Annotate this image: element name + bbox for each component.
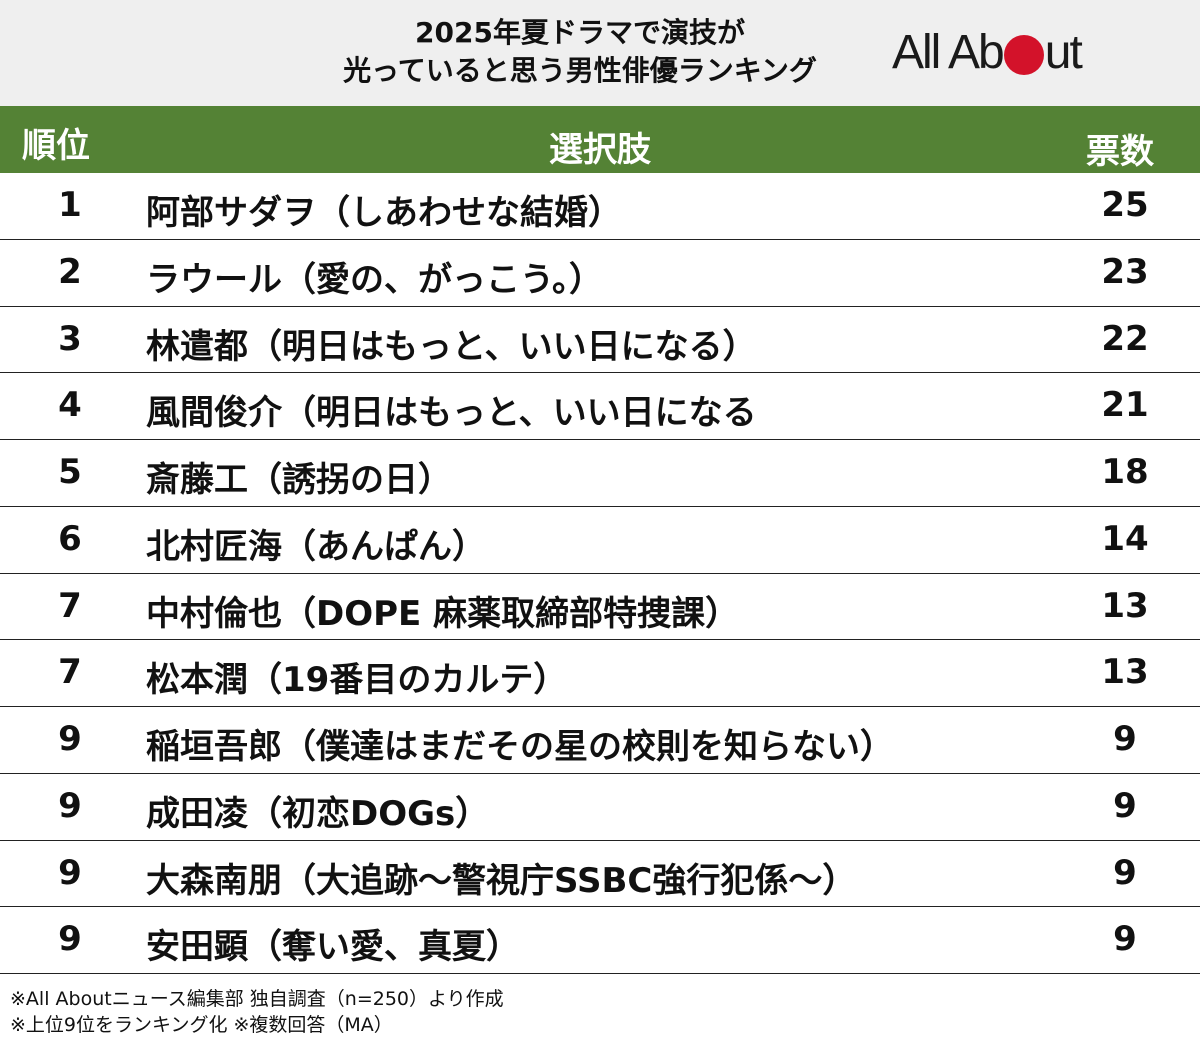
row-choice: 中村倫也（DOPE 麻薬取締部特捜課） bbox=[146, 593, 740, 634]
row-choice: 阿部サダヲ（しあわせな結婚） bbox=[146, 193, 622, 233]
header-votes: 票数 bbox=[1086, 132, 1154, 172]
row-votes: 13 bbox=[1101, 585, 1149, 626]
title-band bbox=[0, 0, 1200, 106]
row-votes: 13 bbox=[1101, 652, 1149, 693]
row-choice: 稲垣吾郎（僕達はまだその星の校則を知らない） bbox=[146, 727, 894, 767]
row-rank: 1 bbox=[58, 185, 82, 225]
row-rank: 9 bbox=[58, 852, 82, 893]
row-votes: 25 bbox=[1101, 185, 1149, 225]
row-votes: 9 bbox=[1113, 919, 1137, 960]
row-votes: 9 bbox=[1113, 785, 1137, 826]
footnotes: ※All Aboutニュース編集部 独自調査（n=250）より作成 ※上位9位を… bbox=[10, 986, 504, 1038]
table-row: 7 松本潤（19番目のカルテ） 13 bbox=[0, 640, 1200, 707]
table-row: 3 林遣都（明日はもっと、いい日になる） 22 bbox=[0, 307, 1200, 374]
title-line-2: 光っていると思う男性俳優ランキング bbox=[343, 54, 817, 87]
table-row: 9 大森南朋（大追跡～警視庁SSBC強行犯係～） 9 bbox=[0, 841, 1200, 908]
row-choice: 斎藤工（誘拐の日） bbox=[146, 460, 452, 500]
row-votes: 21 bbox=[1101, 385, 1149, 426]
table-header: 順位 選択肢 票数 bbox=[0, 106, 1200, 173]
row-rank: 7 bbox=[58, 585, 82, 626]
footnote-method: ※上位9位をランキング化 ※複数回答（MA） bbox=[10, 1014, 393, 1036]
table-row: 9 安田顕（奪い愛、真夏） 9 bbox=[0, 907, 1200, 974]
row-votes: 9 bbox=[1113, 852, 1137, 893]
page-title: 2025年夏ドラマで演技が 光っていると思う男性俳優ランキング bbox=[290, 14, 870, 90]
table-row: 9 稲垣吾郎（僕達はまだその星の校則を知らない） 9 bbox=[0, 707, 1200, 774]
all-about-logo: All Ab ut bbox=[892, 24, 1083, 80]
table-row: 1 阿部サダヲ（しあわせな結婚） 25 bbox=[0, 173, 1200, 240]
table-row: 4 風間俊介（明日はもっと、いい日になる 21 bbox=[0, 373, 1200, 440]
row-rank: 6 bbox=[58, 518, 82, 559]
ranking-table: 1 阿部サダヲ（しあわせな結婚） 25 2 ラウール（愛の、がっこう。） 23 … bbox=[0, 173, 1200, 974]
row-choice: 大森南朋（大追跡～警視庁SSBC強行犯係～） bbox=[146, 860, 857, 901]
row-votes: 9 bbox=[1113, 719, 1137, 759]
row-choice: 林遣都（明日はもっと、いい日になる） bbox=[146, 326, 757, 367]
logo-text-left: All Ab bbox=[892, 25, 1005, 79]
row-rank: 9 bbox=[58, 919, 82, 960]
row-votes: 22 bbox=[1101, 318, 1149, 359]
row-choice: 風間俊介（明日はもっと、いい日になる bbox=[146, 393, 757, 434]
row-votes: 14 bbox=[1101, 518, 1149, 559]
row-rank: 2 bbox=[58, 251, 82, 292]
row-choice: 成田凌（初恋DOGs） bbox=[146, 793, 490, 834]
footnote-source: ※All Aboutニュース編集部 独自調査（n=250）より作成 bbox=[10, 988, 504, 1010]
row-choice: 北村匠海（あんぱん） bbox=[146, 526, 486, 567]
row-votes: 23 bbox=[1101, 251, 1149, 292]
table-row: 7 中村倫也（DOPE 麻薬取締部特捜課） 13 bbox=[0, 574, 1200, 641]
row-choice: ラウール（愛の、がっこう。） bbox=[146, 259, 603, 300]
row-votes: 18 bbox=[1101, 452, 1149, 492]
header-rank: 順位 bbox=[22, 126, 90, 166]
header-choice: 選択肢 bbox=[549, 130, 651, 170]
table-row: 5 斎藤工（誘拐の日） 18 bbox=[0, 440, 1200, 507]
row-rank: 4 bbox=[58, 385, 82, 426]
row-choice: 安田顕（奪い愛、真夏） bbox=[146, 927, 520, 968]
table-row: 2 ラウール（愛の、がっこう。） 23 bbox=[0, 240, 1200, 307]
row-rank: 9 bbox=[58, 785, 82, 826]
logo-red-dot-icon bbox=[1003, 35, 1044, 75]
row-rank: 3 bbox=[58, 318, 82, 359]
row-rank: 7 bbox=[58, 652, 82, 693]
table-row: 9 成田凌（初恋DOGs） 9 bbox=[0, 774, 1200, 841]
row-choice: 松本潤（19番目のカルテ） bbox=[146, 660, 568, 701]
row-rank: 9 bbox=[58, 719, 82, 759]
title-line-1: 2025年夏ドラマで演技が bbox=[415, 16, 745, 49]
table-row: 6 北村匠海（あんぱん） 14 bbox=[0, 507, 1200, 574]
logo-text-right: ut bbox=[1044, 25, 1083, 79]
row-rank: 5 bbox=[58, 452, 82, 492]
